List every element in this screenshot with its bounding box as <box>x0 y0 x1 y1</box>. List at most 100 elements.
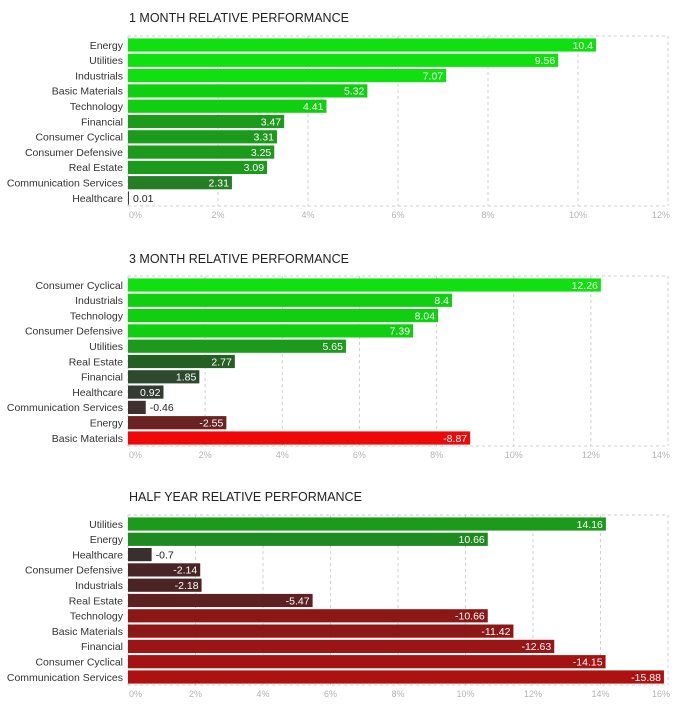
bar <box>128 38 596 52</box>
value-label: -0.7 <box>156 549 174 561</box>
bar <box>128 324 414 338</box>
chart-title: 1 MONTH RELATIVE PERFORMANCE <box>129 11 349 25</box>
value-label: -2.18 <box>175 580 199 592</box>
x-tick-label: 6% <box>391 210 404 220</box>
category-label: Basic Materials <box>52 86 123 98</box>
category-label: Consumer Defensive <box>25 326 123 338</box>
category-label: Communication Services <box>7 178 123 190</box>
x-tick-label: 12% <box>652 210 670 220</box>
bar <box>128 385 164 399</box>
x-tick-label: 10% <box>456 689 474 699</box>
category-label: Energy <box>90 40 124 52</box>
bar <box>128 532 488 546</box>
category-label: Consumer Defensive <box>25 565 123 577</box>
bar <box>128 145 275 159</box>
bar <box>128 53 559 67</box>
value-label: 1.85 <box>176 372 197 384</box>
bar <box>128 593 313 608</box>
value-label: 14.16 <box>577 519 603 531</box>
chart-title: 3 MONTH RELATIVE PERFORMANCE <box>129 252 349 266</box>
x-tick-label: 8% <box>430 450 443 460</box>
value-label: 3.31 <box>254 132 275 144</box>
x-tick-label: 4% <box>301 210 314 220</box>
value-label: -10.66 <box>455 611 485 623</box>
value-label: -5.47 <box>286 595 310 607</box>
category-label: Utilities <box>89 519 123 531</box>
value-label: 4.41 <box>303 101 324 113</box>
value-label: 10.66 <box>458 534 484 546</box>
category-label: Real Estate <box>69 595 123 607</box>
x-tick-label: 14% <box>652 450 670 460</box>
category-label: Basic Materials <box>52 626 123 638</box>
x-tick-label: 0% <box>129 210 142 220</box>
x-tick-label: 6% <box>353 450 366 460</box>
value-label: -2.55 <box>199 418 223 430</box>
value-label: -15.88 <box>631 672 661 684</box>
bar <box>128 578 202 592</box>
value-label: -0.46 <box>150 402 174 414</box>
value-label: 7.39 <box>390 326 411 338</box>
bar <box>128 309 439 323</box>
value-label: 3.25 <box>251 147 272 159</box>
category-label: Consumer Cyclical <box>35 132 123 144</box>
bar <box>128 339 346 353</box>
bar <box>128 99 327 113</box>
category-label: Healthcare <box>72 549 123 561</box>
bar <box>128 191 129 205</box>
category-label: Consumer Cyclical <box>35 280 123 292</box>
bar <box>128 354 235 369</box>
category-label: Communication Services <box>7 672 123 684</box>
category-label: Industrials <box>75 295 123 307</box>
value-label: 2.77 <box>211 356 232 368</box>
x-tick-label: 0% <box>129 689 142 699</box>
bar <box>128 370 200 384</box>
bar <box>128 670 664 684</box>
value-label: 12.26 <box>572 280 598 292</box>
bar <box>128 69 447 83</box>
bar <box>128 114 285 129</box>
value-label: 10.4 <box>573 40 594 52</box>
bar <box>128 624 514 638</box>
value-label: 0.92 <box>140 387 161 399</box>
x-tick-label: 8% <box>391 689 404 699</box>
value-label: 5.65 <box>322 341 343 353</box>
x-tick-label: 12% <box>524 689 542 699</box>
x-tick-label: 14% <box>591 689 609 699</box>
x-tick-label: 12% <box>582 450 600 460</box>
bar <box>128 278 601 292</box>
x-tick-label: 4% <box>276 450 289 460</box>
x-tick-label: 10% <box>505 450 523 460</box>
value-label: -14.15 <box>573 657 603 669</box>
bar <box>128 160 268 174</box>
chart-title: HALF YEAR RELATIVE PERFORMANCE <box>129 490 362 504</box>
bar <box>128 84 368 98</box>
value-label: -11.42 <box>481 626 510 638</box>
category-label: Healthcare <box>72 387 123 399</box>
category-label: Consumer Cyclical <box>35 657 123 669</box>
bar <box>128 609 488 623</box>
x-tick-label: 4% <box>256 689 269 699</box>
x-tick-label: 8% <box>481 210 494 220</box>
bar <box>128 400 146 414</box>
category-label: Communication Services <box>7 402 123 414</box>
category-label: Industrials <box>75 580 123 592</box>
category-label: Technology <box>70 310 124 322</box>
x-tick-label: 2% <box>199 450 212 460</box>
x-tick-label: 10% <box>569 210 587 220</box>
bar <box>128 563 201 577</box>
value-label: 8.4 <box>434 295 449 307</box>
value-label: 7.07 <box>423 70 444 82</box>
value-label: 3.47 <box>261 116 282 128</box>
category-label: Utilities <box>89 55 123 67</box>
bar <box>128 176 232 190</box>
value-label: 8.04 <box>415 310 436 322</box>
category-label: Financial <box>81 641 123 653</box>
value-label: 5.32 <box>344 86 365 98</box>
bar <box>128 431 471 445</box>
bar <box>128 517 606 531</box>
bar <box>128 655 606 669</box>
bar <box>128 639 555 653</box>
category-label: Technology <box>70 611 124 623</box>
x-tick-label: 6% <box>324 689 337 699</box>
